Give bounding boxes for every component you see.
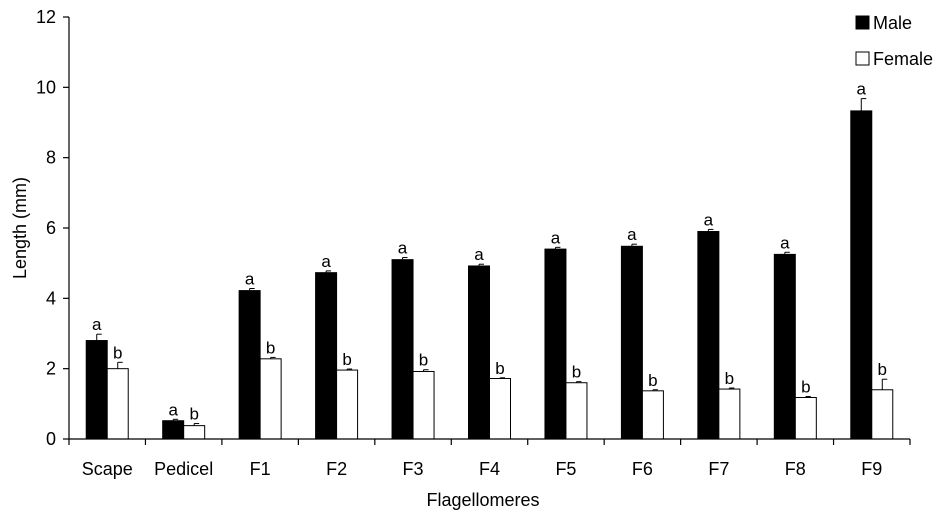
bar-male-f7	[697, 231, 720, 440]
significance-label-female: b	[495, 359, 504, 378]
bar-male-f1	[238, 290, 261, 440]
legend-swatch-male	[855, 15, 870, 30]
significance-label-female: b	[189, 405, 198, 424]
bar-male-f3	[391, 259, 414, 440]
significance-label-male: a	[92, 315, 102, 334]
significance-label-male: a	[704, 210, 714, 229]
bar-female-f8	[794, 397, 817, 440]
significance-label-male: a	[398, 239, 408, 258]
significance-label-female: b	[801, 377, 810, 396]
x-tick-label: F4	[479, 459, 500, 479]
bar-male-f8	[773, 253, 796, 440]
significance-label-female: b	[266, 338, 275, 357]
bars	[85, 98, 894, 440]
bar-female-pedicel	[183, 425, 206, 440]
bar-male-f2	[315, 272, 338, 440]
bar-male-f4	[468, 265, 490, 440]
significance-label-male: a	[780, 233, 790, 252]
significance-label-female: b	[419, 351, 428, 370]
bar-male-f9	[850, 110, 873, 440]
y-tick-label: 2	[46, 359, 56, 379]
legend: Male Female	[855, 13, 933, 69]
y-tick-label: 10	[36, 77, 56, 97]
significance-label-female: b	[113, 343, 122, 362]
significance-label-female: b	[342, 350, 351, 369]
bar-female-f1	[259, 358, 282, 440]
significance-label-male: a	[321, 252, 331, 271]
bar-female-f9	[871, 389, 894, 440]
x-tick-label: F6	[632, 459, 653, 479]
bar-female-f7	[718, 388, 741, 440]
significance-label-male: a	[551, 228, 561, 247]
y-axis-ticks: 0 2 4 6 8 10 12	[36, 7, 69, 449]
y-tick-label: 12	[36, 7, 56, 27]
significance-label-female: b	[648, 371, 657, 390]
bar-female-scape	[106, 368, 129, 440]
x-tick-label: F8	[785, 459, 806, 479]
y-tick-label: 0	[46, 429, 56, 449]
significance-label-female: b	[878, 360, 887, 379]
legend-label-female: Female	[873, 49, 933, 69]
bar-female-f2	[336, 369, 359, 440]
y-tick-label: 6	[46, 218, 56, 238]
bar-male-f5	[544, 248, 567, 440]
significance-label-male: a	[245, 269, 255, 288]
x-tick-label: Scape	[82, 459, 133, 479]
x-tick-label: Pedicel	[154, 459, 213, 479]
axes	[68, 17, 910, 440]
significance-label-male: a	[168, 400, 178, 419]
significance-label-male: a	[857, 80, 867, 99]
x-tick-label: F9	[861, 459, 882, 479]
x-tick-label: F1	[250, 459, 271, 479]
significance-label-female: b	[572, 363, 581, 382]
significance-label-male: a	[627, 225, 637, 244]
x-tick-label: F7	[708, 459, 729, 479]
significance-label-male: a	[474, 245, 484, 264]
bar-male-scape	[85, 340, 108, 440]
x-tick-label: F2	[326, 459, 347, 479]
x-tick-label: F3	[403, 459, 424, 479]
bar-female-f5	[565, 382, 588, 440]
significance-label-female: b	[725, 369, 734, 388]
bar-male-f6	[620, 245, 643, 440]
x-tick-label: F5	[555, 459, 576, 479]
y-tick-label: 8	[46, 148, 56, 168]
y-tick-label: 4	[46, 288, 56, 308]
legend-label-male: Male	[873, 13, 912, 33]
bar-female-f6	[641, 390, 664, 440]
y-axis-title: Length (mm)	[10, 177, 30, 279]
x-axis-title: Flagellomeres	[426, 490, 539, 510]
bar-female-f3	[412, 370, 435, 440]
bar-male-pedicel	[162, 420, 185, 440]
legend-swatch-female	[855, 51, 870, 66]
x-axis-tick-labels: Scape Pedicel F1 F2 F3 F4 F5 F6 F7 F8 F9	[68, 439, 911, 479]
bar-female-f4	[489, 378, 511, 440]
